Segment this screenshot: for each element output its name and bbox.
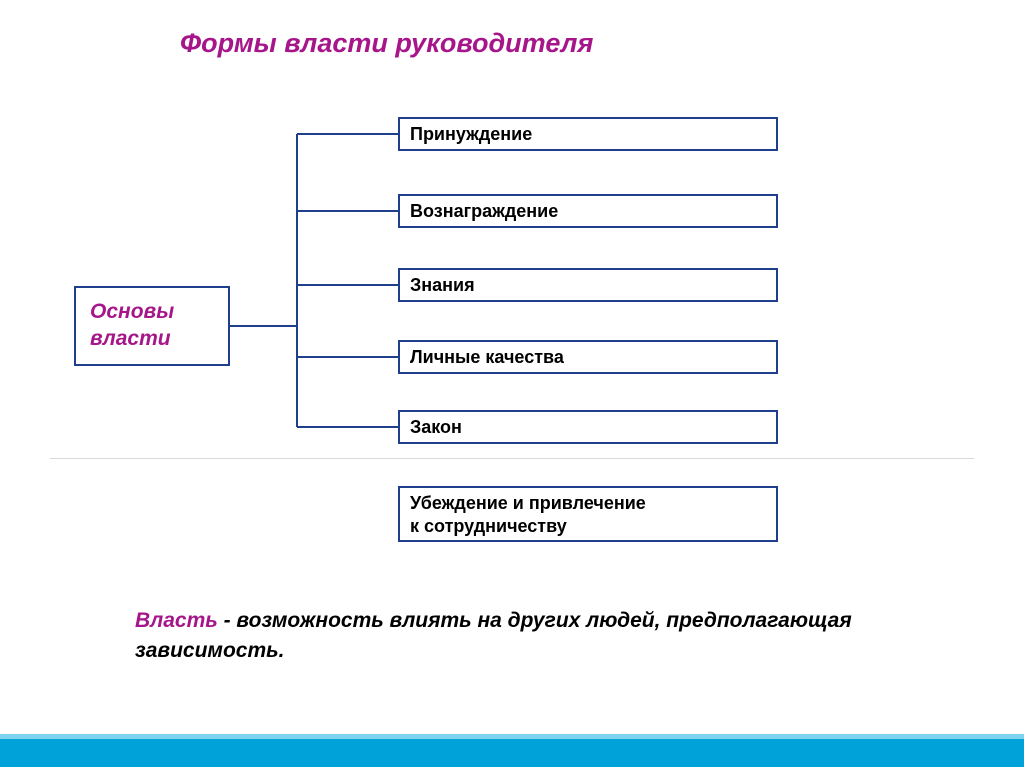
definition-dash: - (218, 609, 237, 632)
item-label-line1: Убеждение и привлечение (410, 493, 646, 513)
definition-term: Власть (135, 609, 218, 632)
item-label-line2: к сотрудничеству (410, 516, 567, 536)
horizontal-divider (50, 458, 974, 459)
root-label-line1: Основы (90, 300, 174, 323)
root-node: Основы власти (74, 286, 230, 366)
definition-text: Власть - возможность влиять на других лю… (135, 606, 904, 667)
item-node: Вознаграждение (398, 194, 778, 228)
definition-body: возможность влиять на других людей, пред… (135, 609, 852, 662)
root-label-line2: власти (90, 327, 171, 350)
item-node: Убеждение и привлечение к сотрудничеству (398, 486, 778, 542)
page-title: Формы власти руководителя (180, 28, 593, 59)
item-node: Принуждение (398, 117, 778, 151)
item-node: Личные качества (398, 340, 778, 374)
item-node: Закон (398, 410, 778, 444)
item-node: Знания (398, 268, 778, 302)
footer-accent-bar (0, 739, 1024, 767)
